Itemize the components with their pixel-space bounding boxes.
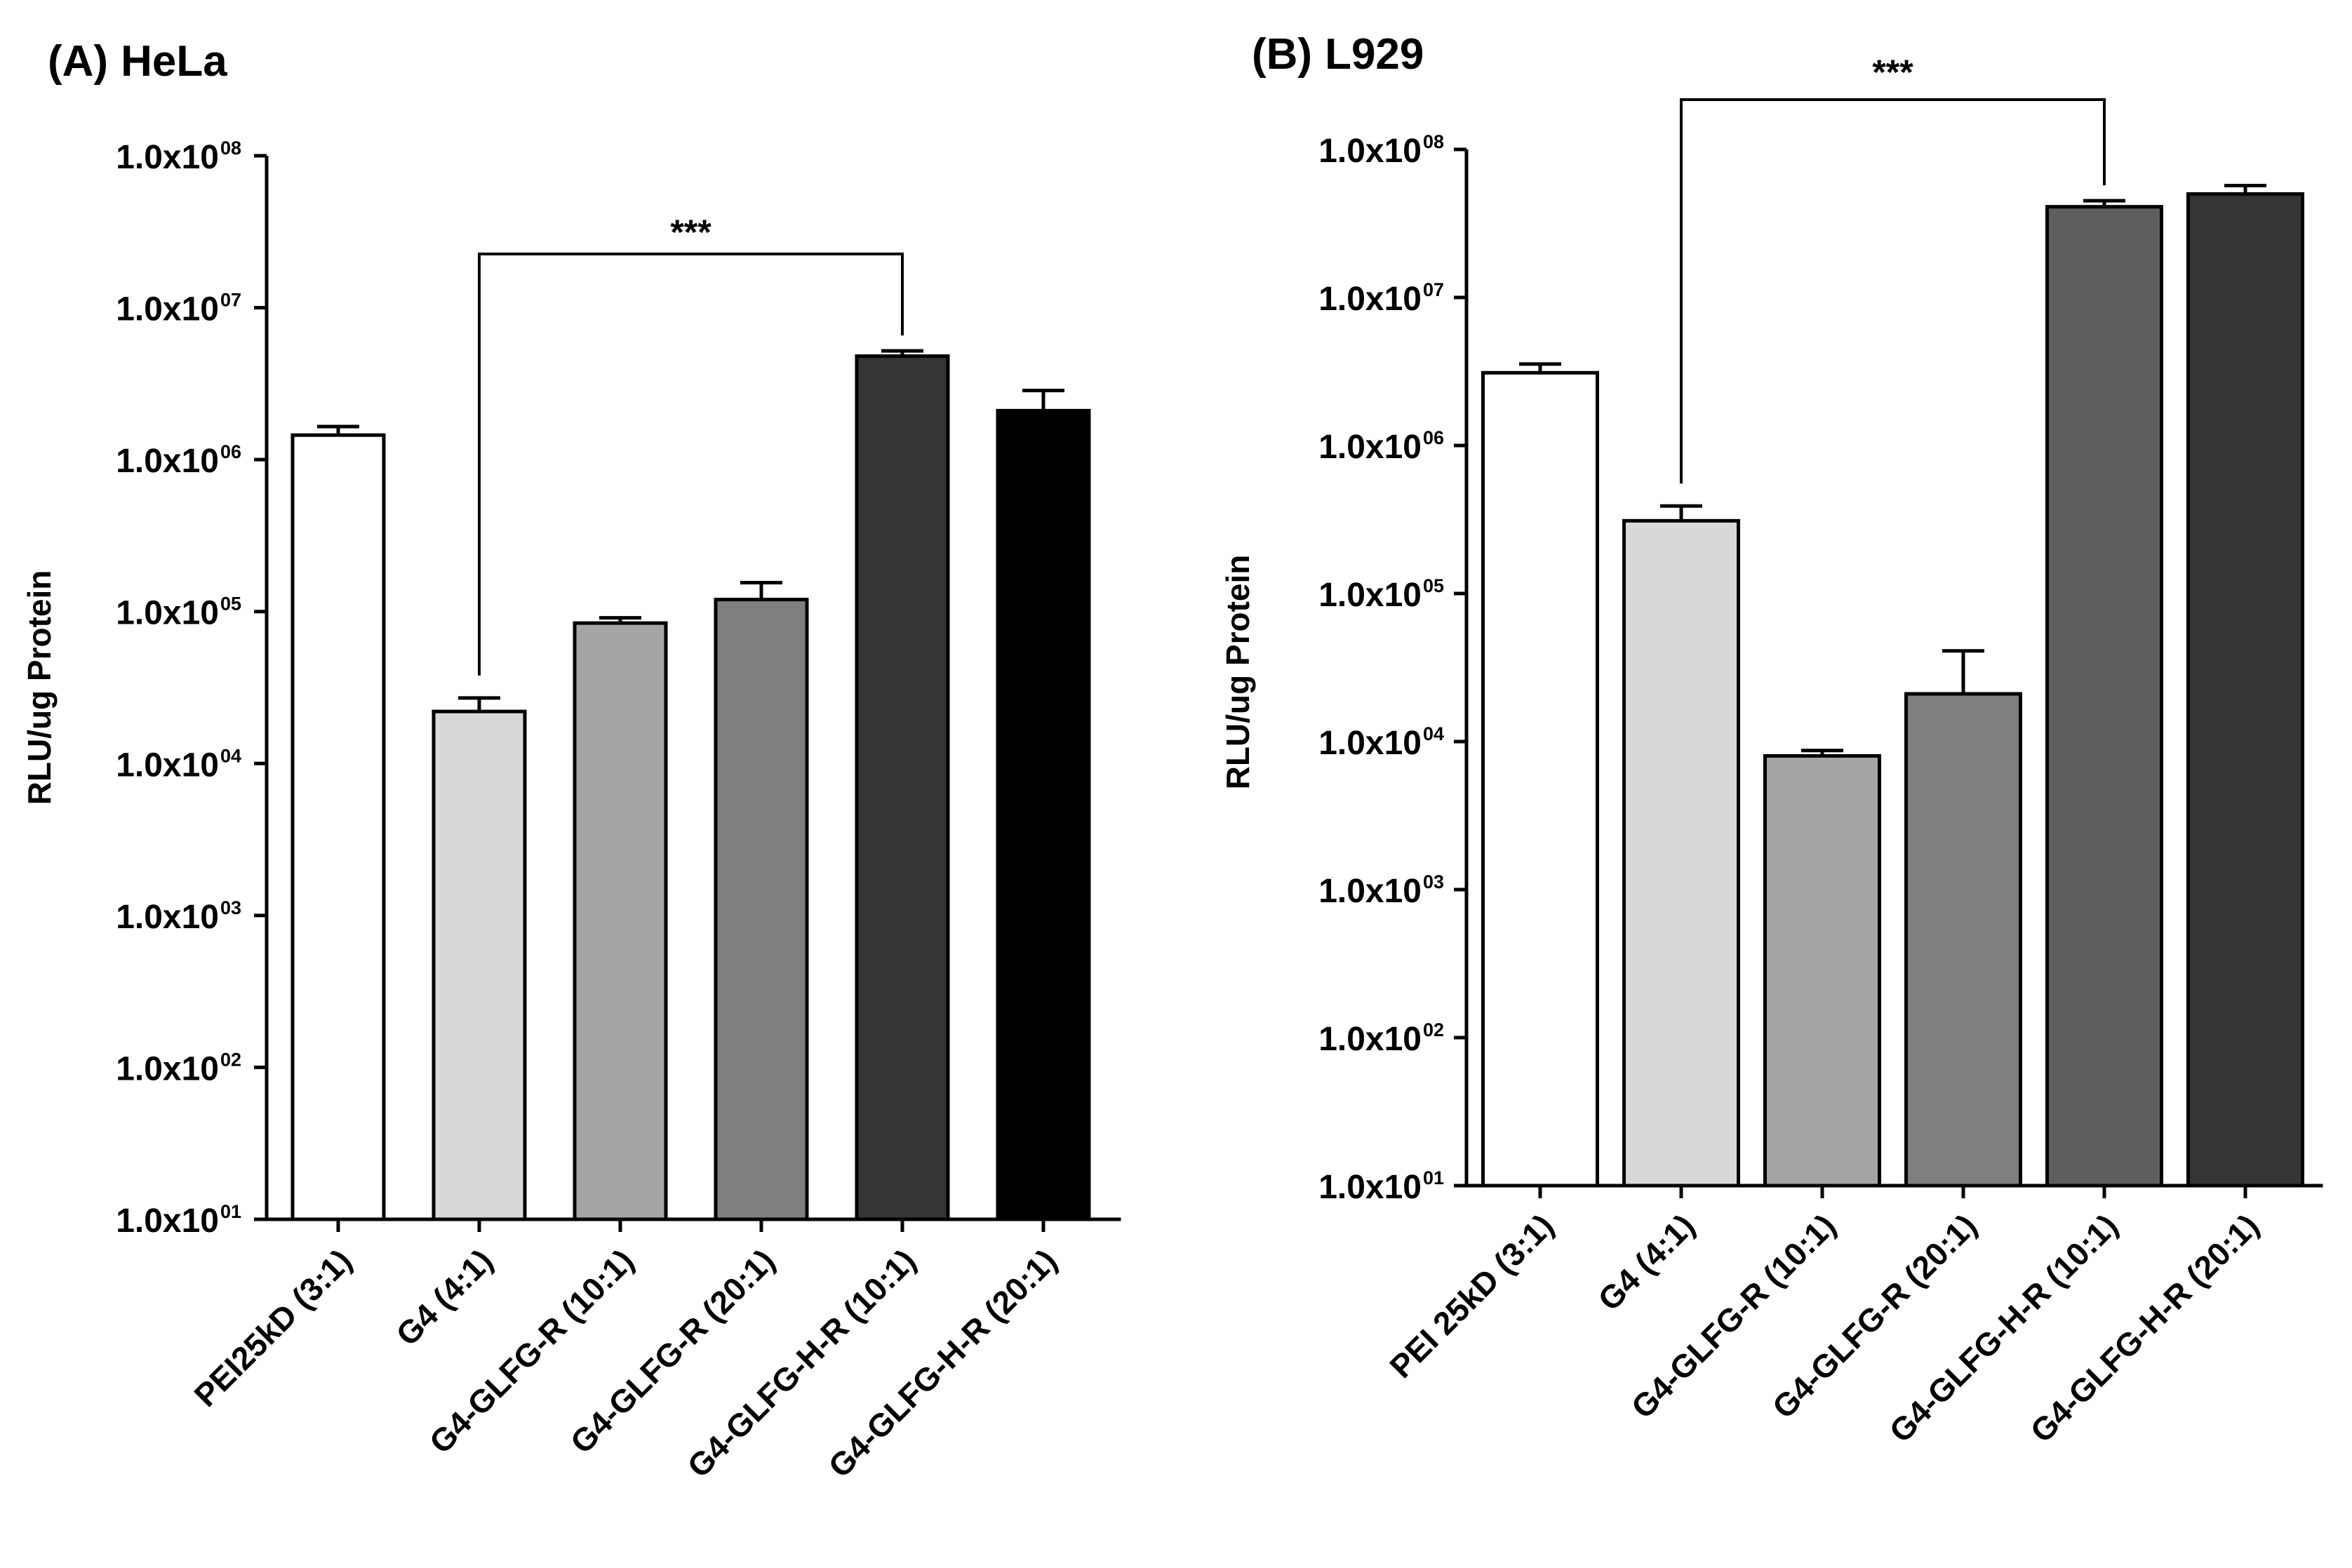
y-tick-base: 1.0x10 bbox=[116, 899, 219, 936]
y-tick-exponent: 07 bbox=[220, 290, 241, 311]
y-tick-exponent: 06 bbox=[1423, 427, 1444, 448]
y-tick-base: 1.0x10 bbox=[116, 595, 219, 632]
bar bbox=[2045, 205, 2163, 1188]
y-tick-exponent: 04 bbox=[1423, 723, 1444, 744]
y-tick-exponent: 07 bbox=[1423, 279, 1444, 300]
y-tick-label: 1.0x10 bbox=[116, 1050, 219, 1087]
y-tick-label: 1.0x10 bbox=[1318, 133, 1422, 170]
y-tick-label: 1.0x10 bbox=[1318, 873, 1422, 910]
bar bbox=[714, 598, 809, 1221]
y-tick-exponent: 03 bbox=[220, 897, 241, 918]
significance-bracket bbox=[1680, 98, 2106, 484]
y-tick-label: 1.0x10 bbox=[116, 1202, 219, 1240]
y-tick-label: 1.0x10 bbox=[1318, 1169, 1422, 1206]
y-tick-base: 1.0x10 bbox=[116, 291, 219, 328]
y-tick-label: 1.0x10 bbox=[1318, 725, 1422, 762]
panel-cell-line: L929 bbox=[1325, 30, 1424, 79]
y-tick-exponent: 05 bbox=[1423, 575, 1444, 596]
y-tick-base: 1.0x10 bbox=[116, 746, 219, 784]
y-tick-base: 1.0x10 bbox=[1318, 281, 1422, 318]
y-tick-exponent: 04 bbox=[220, 745, 241, 766]
y-tick-exponent: 02 bbox=[220, 1049, 241, 1070]
bar bbox=[855, 354, 950, 1221]
bar bbox=[432, 709, 527, 1221]
y-tick-label: 1.0x10 bbox=[116, 291, 219, 328]
y-tick-base: 1.0x10 bbox=[1318, 133, 1422, 170]
y-tick-exponent: 01 bbox=[220, 1201, 241, 1222]
y-tick-label: 1.0x10 bbox=[116, 595, 219, 632]
y-tick-base: 1.0x10 bbox=[1318, 577, 1422, 614]
y-tick-base: 1.0x10 bbox=[116, 139, 219, 176]
y-tick-label: 1.0x10 bbox=[1318, 1021, 1422, 1058]
y-tick-exponent: 08 bbox=[220, 138, 241, 159]
panel-label: (A) bbox=[48, 37, 108, 86]
panel-label: (B) bbox=[1252, 30, 1312, 79]
y-tick-exponent: 01 bbox=[1423, 1167, 1444, 1188]
y-tick-base: 1.0x10 bbox=[116, 1202, 219, 1240]
y-tick-base: 1.0x10 bbox=[1318, 429, 1422, 466]
bar bbox=[573, 621, 668, 1221]
significance-label: *** bbox=[670, 213, 711, 252]
y-axis-title: RLU/ug Protein bbox=[1220, 555, 1256, 790]
y-tick-label: 1.0x10 bbox=[116, 746, 219, 784]
panel-cell-line: HeLa bbox=[121, 37, 227, 86]
y-tick-exponent: 02 bbox=[1423, 1019, 1444, 1040]
y-tick-base: 1.0x10 bbox=[116, 443, 219, 480]
y-tick-base: 1.0x10 bbox=[1318, 873, 1422, 910]
bar bbox=[290, 433, 386, 1221]
y-tick-exponent: 08 bbox=[1423, 131, 1444, 152]
bar bbox=[1904, 692, 2022, 1188]
significance-bracket bbox=[478, 253, 904, 676]
bar bbox=[1481, 370, 1599, 1188]
panel-title: (A) HeLa bbox=[48, 37, 227, 86]
y-tick-base: 1.0x10 bbox=[1318, 1021, 1422, 1058]
y-axis-title: RLU/ug Protein bbox=[21, 570, 58, 805]
y-tick-base: 1.0x10 bbox=[1318, 725, 1422, 762]
y-tick-exponent: 06 bbox=[220, 441, 241, 462]
panel-title: (B) L929 bbox=[1252, 30, 1424, 79]
y-tick-label: 1.0x10 bbox=[116, 443, 219, 480]
y-tick-label: 1.0x10 bbox=[1318, 281, 1422, 318]
significance-label: *** bbox=[1872, 53, 1913, 92]
y-tick-exponent: 03 bbox=[1423, 871, 1444, 892]
y-tick-base: 1.0x10 bbox=[1318, 1169, 1422, 1206]
bar bbox=[2186, 192, 2304, 1188]
y-tick-base: 1.0x10 bbox=[116, 1050, 219, 1087]
y-tick-exponent: 05 bbox=[220, 594, 241, 615]
bar bbox=[996, 408, 1091, 1221]
y-tick-label: 1.0x10 bbox=[1318, 577, 1422, 614]
bar bbox=[1763, 753, 1881, 1188]
y-tick-label: 1.0x10 bbox=[116, 899, 219, 936]
bar bbox=[1622, 518, 1740, 1188]
y-tick-label: 1.0x10 bbox=[1318, 429, 1422, 466]
y-tick-label: 1.0x10 bbox=[116, 139, 219, 176]
